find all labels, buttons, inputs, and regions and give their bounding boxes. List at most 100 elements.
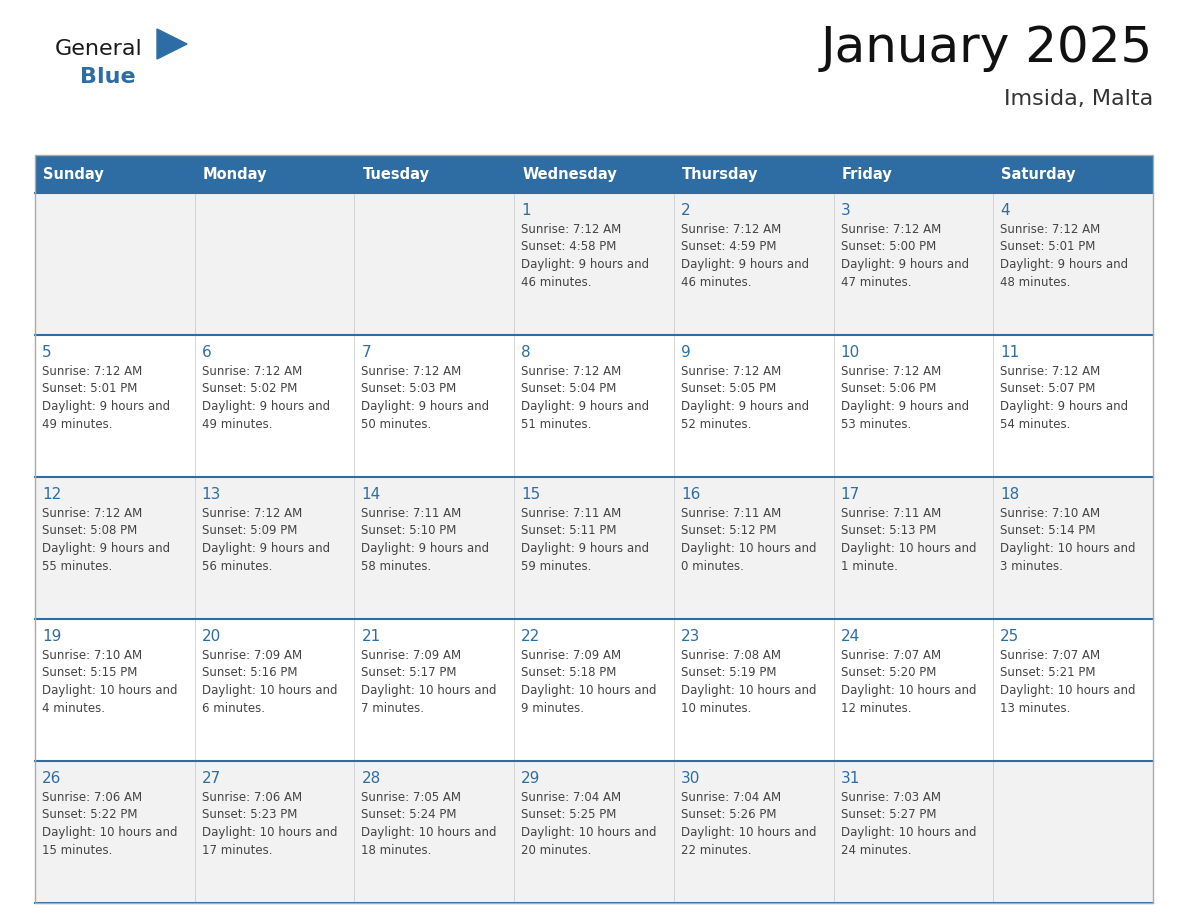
- Text: Sunrise: 7:04 AM: Sunrise: 7:04 AM: [681, 791, 781, 804]
- Text: Wednesday: Wednesday: [523, 166, 617, 182]
- Text: Daylight: 10 hours and: Daylight: 10 hours and: [681, 542, 816, 555]
- Bar: [195, 335, 354, 477]
- Text: 31: 31: [841, 771, 860, 786]
- Text: Sunset: 5:09 PM: Sunset: 5:09 PM: [202, 524, 297, 538]
- Text: Sunrise: 7:12 AM: Sunrise: 7:12 AM: [361, 365, 462, 378]
- Text: 10: 10: [841, 345, 860, 360]
- Bar: [674, 155, 834, 193]
- Text: 14: 14: [361, 487, 380, 502]
- Text: 25: 25: [1000, 629, 1019, 644]
- Text: 53 minutes.: 53 minutes.: [841, 418, 911, 431]
- Text: Daylight: 10 hours and: Daylight: 10 hours and: [202, 826, 337, 839]
- Text: Sunrise: 7:09 AM: Sunrise: 7:09 AM: [522, 649, 621, 662]
- Text: 55 minutes.: 55 minutes.: [42, 559, 112, 573]
- Bar: [514, 477, 674, 619]
- Text: 9: 9: [681, 345, 690, 360]
- Text: 3: 3: [841, 203, 851, 218]
- Text: Sunrise: 7:12 AM: Sunrise: 7:12 AM: [1000, 223, 1100, 236]
- Bar: [354, 619, 514, 761]
- Text: Saturday: Saturday: [1001, 166, 1076, 182]
- Text: 24 minutes.: 24 minutes.: [841, 844, 911, 856]
- Text: Sunset: 5:26 PM: Sunset: 5:26 PM: [681, 809, 776, 822]
- Text: Sunset: 5:02 PM: Sunset: 5:02 PM: [202, 383, 297, 396]
- Text: Sunrise: 7:12 AM: Sunrise: 7:12 AM: [522, 223, 621, 236]
- Bar: [34, 155, 1154, 903]
- Text: Sunrise: 7:11 AM: Sunrise: 7:11 AM: [841, 507, 941, 520]
- Bar: [34, 619, 195, 761]
- Text: 17 minutes.: 17 minutes.: [202, 844, 272, 856]
- Bar: [354, 477, 514, 619]
- Text: 18: 18: [1000, 487, 1019, 502]
- Text: 3 minutes.: 3 minutes.: [1000, 559, 1063, 573]
- Bar: [34, 761, 195, 903]
- Text: Daylight: 10 hours and: Daylight: 10 hours and: [361, 684, 497, 697]
- Text: Sunrise: 7:06 AM: Sunrise: 7:06 AM: [42, 791, 143, 804]
- Text: Sunset: 5:15 PM: Sunset: 5:15 PM: [42, 666, 138, 679]
- Text: 20: 20: [202, 629, 221, 644]
- Text: 22 minutes.: 22 minutes.: [681, 844, 751, 856]
- Text: Sunrise: 7:08 AM: Sunrise: 7:08 AM: [681, 649, 781, 662]
- Text: Daylight: 9 hours and: Daylight: 9 hours and: [522, 400, 650, 413]
- Text: Sunrise: 7:12 AM: Sunrise: 7:12 AM: [681, 223, 781, 236]
- Text: 4 minutes.: 4 minutes.: [42, 701, 105, 714]
- Text: Sunrise: 7:10 AM: Sunrise: 7:10 AM: [42, 649, 143, 662]
- Text: 49 minutes.: 49 minutes.: [202, 418, 272, 431]
- Bar: [354, 335, 514, 477]
- Text: 16: 16: [681, 487, 700, 502]
- Text: Daylight: 10 hours and: Daylight: 10 hours and: [42, 826, 177, 839]
- Text: Sunset: 5:00 PM: Sunset: 5:00 PM: [841, 241, 936, 253]
- Text: Sunset: 5:22 PM: Sunset: 5:22 PM: [42, 809, 138, 822]
- Text: 8: 8: [522, 345, 531, 360]
- Text: Sunset: 5:14 PM: Sunset: 5:14 PM: [1000, 524, 1095, 538]
- Text: Tuesday: Tuesday: [362, 166, 429, 182]
- Text: Sunrise: 7:09 AM: Sunrise: 7:09 AM: [202, 649, 302, 662]
- Text: Sunset: 5:23 PM: Sunset: 5:23 PM: [202, 809, 297, 822]
- Text: Daylight: 9 hours and: Daylight: 9 hours and: [361, 542, 489, 555]
- Text: Sunset: 5:04 PM: Sunset: 5:04 PM: [522, 383, 617, 396]
- Text: Sunrise: 7:12 AM: Sunrise: 7:12 AM: [1000, 365, 1100, 378]
- Text: Daylight: 9 hours and: Daylight: 9 hours and: [202, 400, 330, 413]
- Text: 1: 1: [522, 203, 531, 218]
- Bar: [195, 619, 354, 761]
- Text: Daylight: 9 hours and: Daylight: 9 hours and: [202, 542, 330, 555]
- Text: Sunrise: 7:12 AM: Sunrise: 7:12 AM: [42, 365, 143, 378]
- Text: Sunrise: 7:12 AM: Sunrise: 7:12 AM: [42, 507, 143, 520]
- Text: Sunset: 5:18 PM: Sunset: 5:18 PM: [522, 666, 617, 679]
- Text: Daylight: 9 hours and: Daylight: 9 hours and: [522, 542, 650, 555]
- Text: Daylight: 9 hours and: Daylight: 9 hours and: [841, 400, 968, 413]
- Text: Sunset: 5:05 PM: Sunset: 5:05 PM: [681, 383, 776, 396]
- Bar: [514, 761, 674, 903]
- Bar: [674, 477, 834, 619]
- Text: Sunset: 5:12 PM: Sunset: 5:12 PM: [681, 524, 776, 538]
- Text: 56 minutes.: 56 minutes.: [202, 559, 272, 573]
- Text: Daylight: 10 hours and: Daylight: 10 hours and: [1000, 542, 1136, 555]
- Text: Sunset: 5:20 PM: Sunset: 5:20 PM: [841, 666, 936, 679]
- Text: Daylight: 10 hours and: Daylight: 10 hours and: [1000, 684, 1136, 697]
- Text: Sunrise: 7:05 AM: Sunrise: 7:05 AM: [361, 791, 461, 804]
- Bar: [993, 761, 1154, 903]
- Text: Sunday: Sunday: [43, 166, 103, 182]
- Bar: [993, 335, 1154, 477]
- Text: 26: 26: [42, 771, 62, 786]
- Text: 6 minutes.: 6 minutes.: [202, 701, 265, 714]
- Text: Daylight: 10 hours and: Daylight: 10 hours and: [522, 826, 657, 839]
- Bar: [834, 155, 993, 193]
- Text: 19: 19: [42, 629, 62, 644]
- Text: 20 minutes.: 20 minutes.: [522, 844, 592, 856]
- Text: Sunset: 5:13 PM: Sunset: 5:13 PM: [841, 524, 936, 538]
- Text: 7: 7: [361, 345, 371, 360]
- Bar: [834, 761, 993, 903]
- Text: Daylight: 9 hours and: Daylight: 9 hours and: [42, 542, 170, 555]
- Text: 13 minutes.: 13 minutes.: [1000, 701, 1070, 714]
- Bar: [674, 619, 834, 761]
- Bar: [674, 193, 834, 335]
- Text: Sunset: 5:01 PM: Sunset: 5:01 PM: [1000, 241, 1095, 253]
- Text: 6: 6: [202, 345, 211, 360]
- Text: 2: 2: [681, 203, 690, 218]
- Text: General: General: [55, 39, 143, 59]
- Bar: [674, 761, 834, 903]
- Text: 0 minutes.: 0 minutes.: [681, 559, 744, 573]
- Text: Daylight: 9 hours and: Daylight: 9 hours and: [1000, 400, 1129, 413]
- Text: Sunrise: 7:12 AM: Sunrise: 7:12 AM: [681, 365, 781, 378]
- Text: 15 minutes.: 15 minutes.: [42, 844, 113, 856]
